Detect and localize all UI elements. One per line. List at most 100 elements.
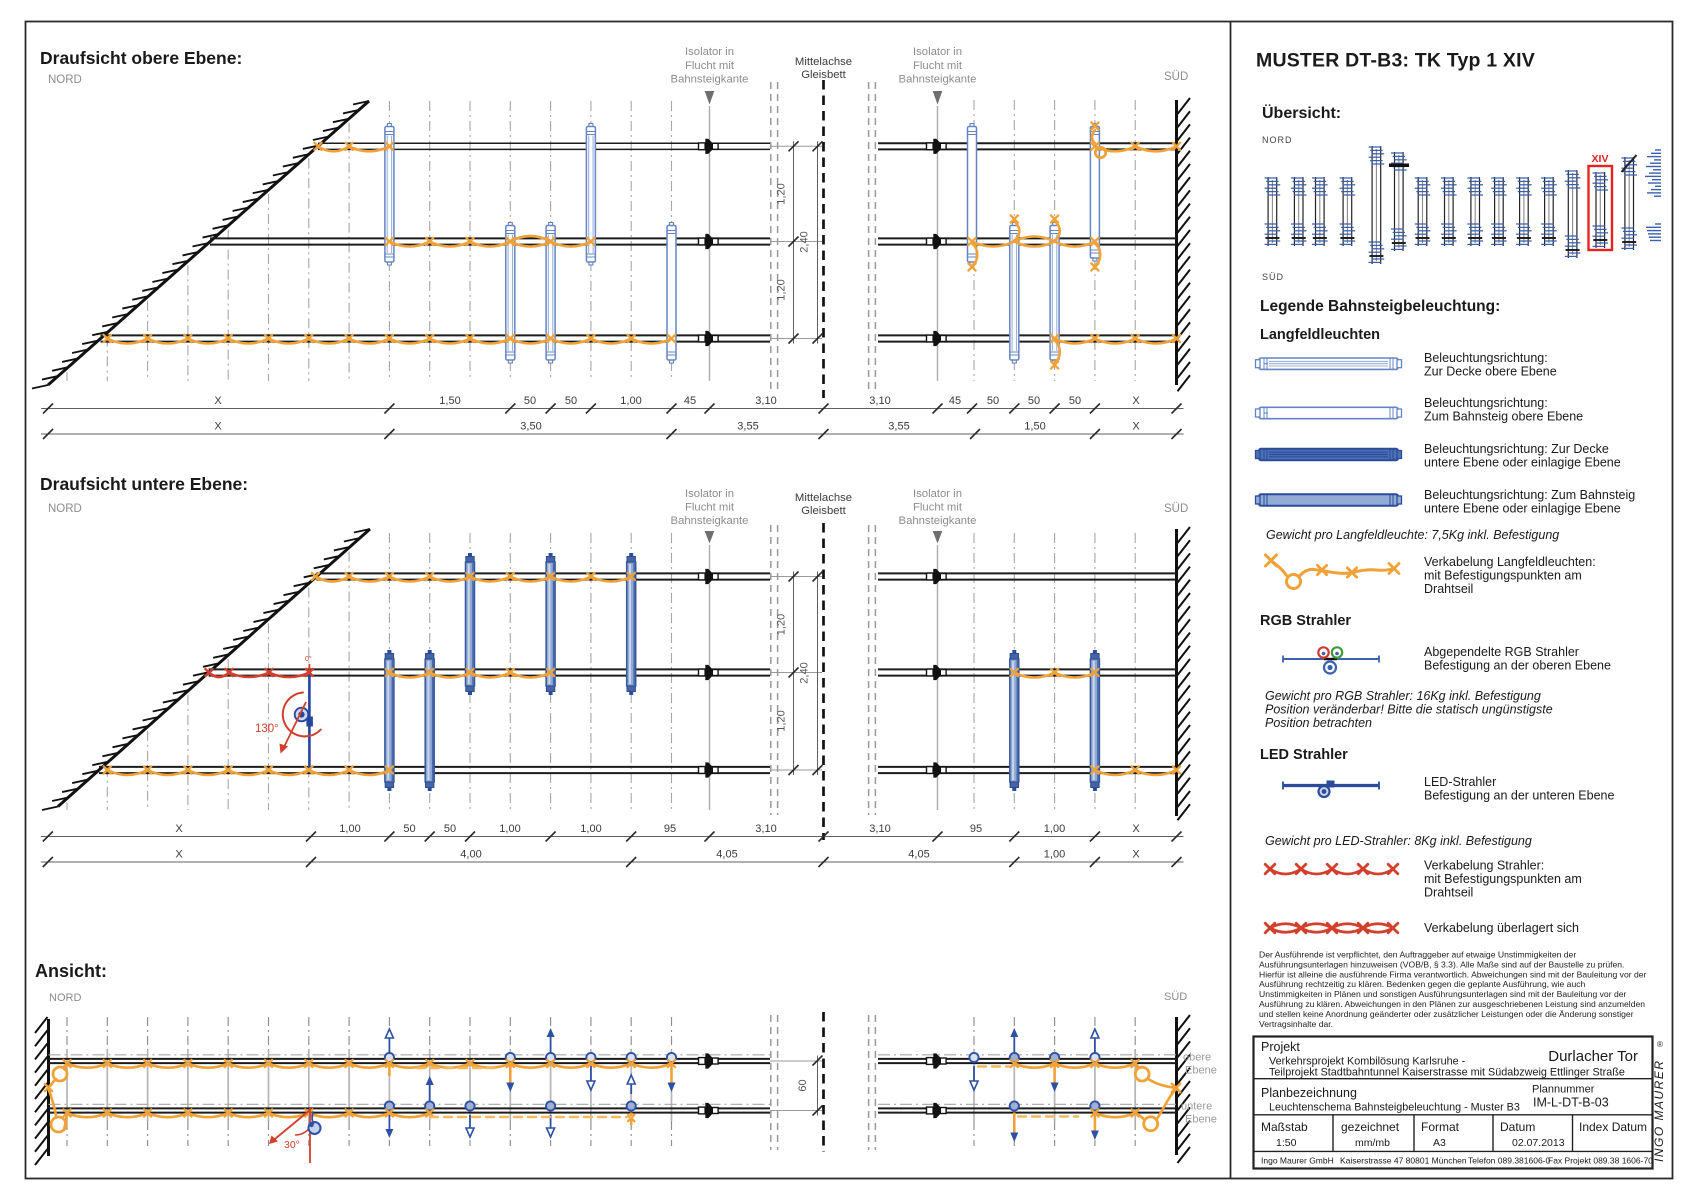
svg-text:1,00: 1,00: [339, 823, 360, 835]
svg-text:Langfeldleuchten: Langfeldleuchten: [1260, 327, 1380, 343]
svg-text:SÜD: SÜD: [1164, 71, 1188, 83]
svg-text:Übersicht:: Übersicht:: [1262, 103, 1341, 122]
svg-text:Position veränderbar! Bitte di: Position veränderbar! Bitte die statisch…: [1265, 703, 1553, 717]
svg-text:Verkabelung Strahler:: Verkabelung Strahler:: [1424, 859, 1544, 873]
svg-text:Drahtseil: Drahtseil: [1424, 886, 1473, 900]
svg-text:Planbezeichnung: Planbezeichnung: [1261, 1086, 1357, 1100]
svg-text:X: X: [214, 421, 222, 433]
svg-text:Isolator in: Isolator in: [913, 488, 962, 500]
svg-text:Befestigung an der oberen Eben: Befestigung an der oberen Ebene: [1424, 659, 1611, 673]
svg-text:SÜD: SÜD: [1164, 503, 1188, 515]
svg-text:1:50: 1:50: [1276, 1137, 1297, 1149]
svg-text:untere: untere: [1181, 1101, 1212, 1113]
svg-text:50: 50: [524, 395, 536, 407]
svg-text:60: 60: [797, 1079, 809, 1091]
svg-text:RGB Strahler: RGB Strahler: [1260, 613, 1351, 629]
svg-text:gezeichnet: gezeichnet: [1341, 1120, 1400, 1134]
svg-text:2,40: 2,40: [799, 662, 811, 683]
svg-text:Ebene: Ebene: [1185, 1114, 1217, 1126]
svg-text:®: ®: [1657, 1040, 1663, 1049]
svg-text:50: 50: [444, 823, 456, 835]
svg-text:1,00: 1,00: [1044, 849, 1065, 861]
svg-text:Teilprojekt Stadtbahntunnel Ka: Teilprojekt Stadtbahntunnel Kaiserstrass…: [1269, 1067, 1625, 1079]
svg-text:1,20: 1,20: [776, 279, 788, 300]
svg-text:und stellen keine Anordnung ge: und stellen keine Anordnung geänderter o…: [1259, 1009, 1634, 1019]
svg-text:4,00: 4,00: [460, 849, 481, 861]
svg-text:Drahtseil: Drahtseil: [1424, 582, 1473, 596]
svg-text:Mittelachse: Mittelachse: [795, 492, 852, 504]
svg-text:XIV: XIV: [1592, 153, 1609, 165]
svg-text:1,00: 1,00: [1044, 823, 1065, 835]
svg-text:1,50: 1,50: [439, 395, 460, 407]
svg-text:Bahnsteigkante: Bahnsteigkante: [899, 515, 977, 527]
svg-text:3,55: 3,55: [888, 421, 909, 433]
svg-text:50: 50: [1028, 395, 1040, 407]
svg-text:Unstimmigkeiten in Plänen und: Unstimmigkeiten in Plänen und sonstigen …: [1259, 989, 1626, 999]
svg-text:Draufsicht obere Ebene:: Draufsicht obere Ebene:: [40, 48, 242, 68]
svg-text:mit Befestigungspunkten am: mit Befestigungspunkten am: [1424, 569, 1582, 583]
svg-text:Ausführung zu klären. Abweichu: Ausführung zu klären. Abweichungen in de…: [1259, 999, 1645, 1009]
svg-text:Bahnsteigkante: Bahnsteigkante: [671, 74, 749, 86]
svg-text:3,10: 3,10: [755, 823, 776, 835]
svg-text:Telefon 089.381606-0: Telefon 089.381606-0: [1468, 1156, 1551, 1166]
svg-text:1,20: 1,20: [776, 710, 788, 731]
svg-text:Vertragsinhalte dar.: Vertragsinhalte dar.: [1259, 1019, 1333, 1029]
svg-text:Ebene: Ebene: [1185, 1065, 1217, 1077]
svg-text:Befestigung an der unteren Ebe: Befestigung an der unteren Ebene: [1424, 789, 1614, 803]
svg-text:Draufsicht untere Ebene:: Draufsicht untere Ebene:: [40, 474, 248, 494]
svg-text:Ausführungsunterlagen hinzuwei: Ausführungsunterlagen hinzuweisen (VOB/B…: [1259, 959, 1624, 969]
svg-text:Leuchtenschema Bahnsteigbeleuc: Leuchtenschema Bahnsteigbeleuchtung - Mu…: [1269, 1102, 1520, 1114]
svg-text:95: 95: [664, 823, 676, 835]
svg-text:obere: obere: [1183, 1052, 1211, 1064]
svg-text:4,05: 4,05: [716, 849, 737, 861]
svg-text:Gewicht pro RGB Strahler: 16Kg: Gewicht pro RGB Strahler: 16Kg inkl. Bef…: [1265, 689, 1541, 703]
svg-text:Beleuchtungsrichtung:: Beleuchtungsrichtung:: [1424, 396, 1548, 410]
svg-text:Maßstab: Maßstab: [1261, 1120, 1308, 1134]
svg-text:95: 95: [970, 823, 982, 835]
svg-text:Bahnsteigkante: Bahnsteigkante: [899, 74, 977, 86]
svg-text:NORD: NORD: [48, 503, 82, 515]
svg-text:Hierfür ist alleine die ausfüh: Hierfür ist alleine die ausführende Firm…: [1259, 969, 1647, 979]
svg-text:1,00: 1,00: [580, 823, 601, 835]
svg-text:3,55: 3,55: [737, 421, 758, 433]
svg-text:Legende Bahnsteigbeleuchtung:: Legende Bahnsteigbeleuchtung:: [1260, 298, 1500, 315]
svg-text:NORD: NORD: [1262, 135, 1293, 145]
svg-text:Kaiserstrasse 47 80801 Münche: Kaiserstrasse 47 80801 München: [1340, 1156, 1467, 1166]
svg-text:4,05: 4,05: [908, 849, 929, 861]
svg-text:Abgependelte RGB Strahler: Abgependelte RGB Strahler: [1424, 645, 1579, 659]
svg-text:Ansicht:: Ansicht:: [35, 961, 107, 981]
svg-text:LED Strahler: LED Strahler: [1260, 747, 1348, 763]
svg-text:Durlacher Tor: Durlacher Tor: [1548, 1048, 1638, 1065]
svg-text:02.07.2013: 02.07.2013: [1512, 1137, 1565, 1149]
svg-text:INGO MAURER: INGO MAURER: [1652, 1059, 1666, 1162]
svg-text:Index Datum: Index Datum: [1579, 1120, 1647, 1134]
svg-text:untere Ebene oder einlagige Eb: untere Ebene oder einlagige Ebene: [1424, 502, 1621, 516]
svg-text:45: 45: [684, 395, 696, 407]
svg-text:Projekt: Projekt: [1261, 1040, 1300, 1054]
svg-text:NORD: NORD: [49, 992, 81, 1004]
svg-text:X: X: [1132, 421, 1140, 433]
svg-text:Gleisbett: Gleisbett: [801, 505, 846, 517]
svg-text:1,00: 1,00: [499, 823, 520, 835]
svg-text:1,20: 1,20: [776, 183, 788, 204]
svg-text:1,00: 1,00: [620, 395, 641, 407]
svg-text:Ausführung rechtzeitig zu klär: Ausführung rechtzeitig zu klären. Bedenk…: [1259, 979, 1586, 989]
svg-text:MUSTER DT-B3: TK Typ 1 XIV: MUSTER DT-B3: TK Typ 1 XIV: [1256, 50, 1535, 72]
svg-text:Beleuchtungsrichtung:: Beleuchtungsrichtung:: [1424, 351, 1548, 365]
svg-text:X: X: [1132, 395, 1140, 407]
svg-text:3,50: 3,50: [520, 421, 541, 433]
svg-text:50: 50: [987, 395, 999, 407]
svg-text:Gewicht pro LED-Strahler: 8Kg: Gewicht pro LED-Strahler: 8Kg inkl. Befe…: [1265, 834, 1532, 848]
svg-text:SÜD: SÜD: [1164, 991, 1187, 1003]
svg-text:NORD: NORD: [48, 74, 82, 86]
svg-text:Flucht mit: Flucht mit: [685, 60, 735, 72]
svg-text:mm/mb: mm/mb: [1355, 1137, 1390, 1149]
svg-text:Beleuchtungsrichtung: Zur Deck: Beleuchtungsrichtung: Zur Decke: [1424, 442, 1609, 456]
svg-text:X: X: [175, 823, 183, 835]
svg-text:Flucht mit: Flucht mit: [685, 502, 735, 514]
svg-text:A3: A3: [1433, 1137, 1446, 1149]
svg-text:Format: Format: [1421, 1120, 1460, 1134]
svg-text:Zum Bahnsteig obere Ebene: Zum Bahnsteig obere Ebene: [1424, 410, 1583, 424]
svg-text:Ingo Maurer GmbH: Ingo Maurer GmbH: [1261, 1156, 1334, 1166]
svg-text:LED-Strahler: LED-Strahler: [1424, 775, 1496, 789]
